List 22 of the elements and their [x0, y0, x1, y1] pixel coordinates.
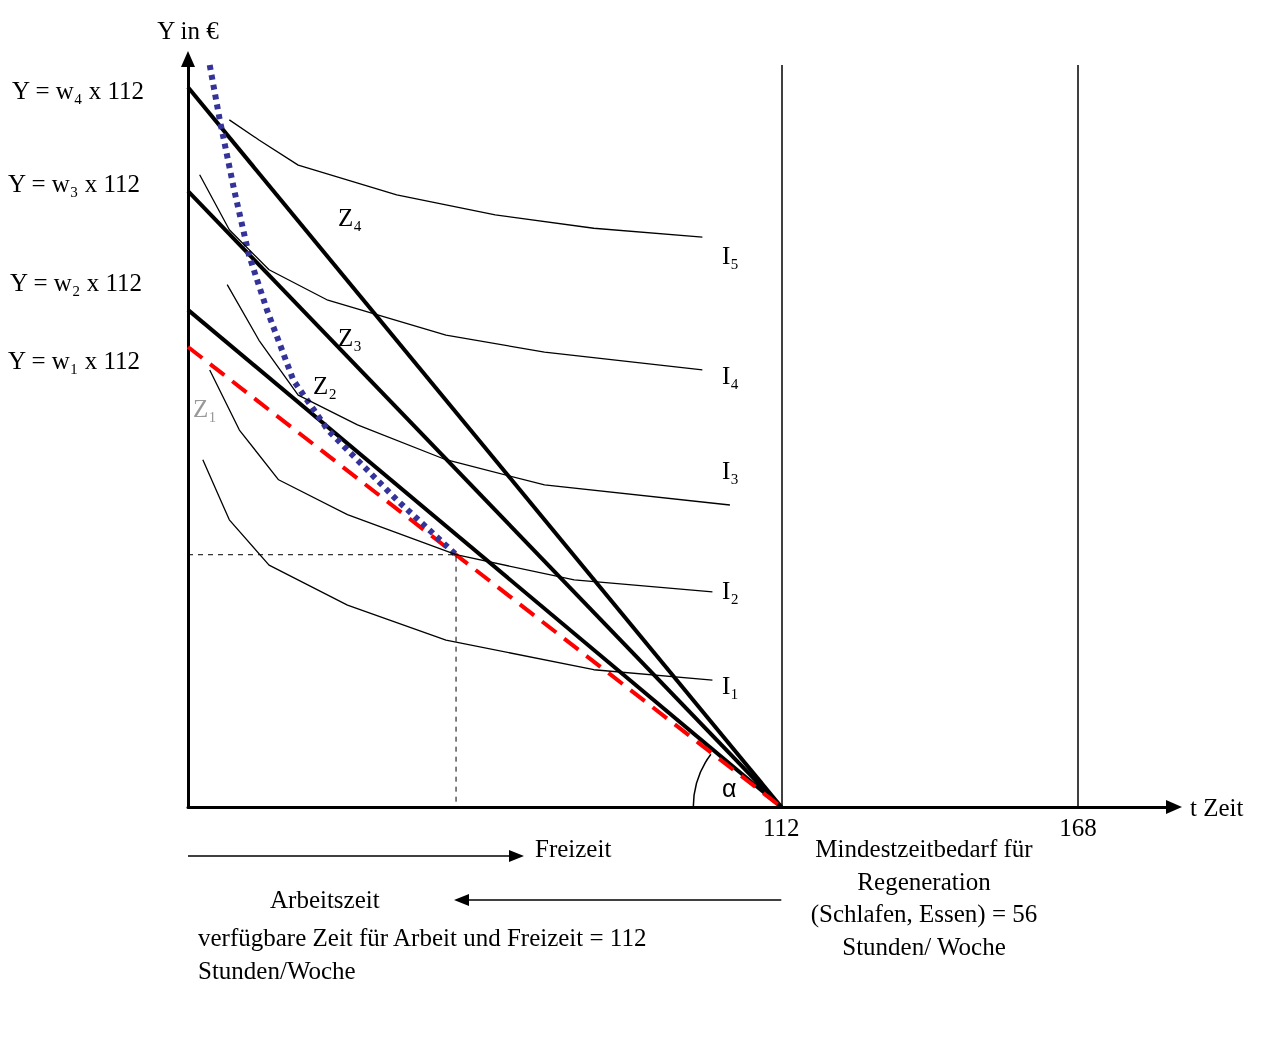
annotation: Z₃ — [338, 323, 362, 353]
text: Mindestzeitbedarf für Regeneration (Schlafen, Essen) = 56 Stunden/ Woche — [809, 834, 1039, 962]
annotation: Z₂ — [313, 371, 337, 401]
annotation: α — [722, 773, 737, 804]
annotation: Z₄ — [338, 203, 362, 233]
text: Y = w₄ x 112 — [12, 76, 145, 106]
text: Y = w₃ x 112 — [8, 169, 141, 199]
annotation: Z₁ — [193, 394, 217, 424]
y-axis-title: Y in € — [157, 17, 220, 44]
annotation: I₄ — [722, 361, 740, 391]
annotation: I₁ — [722, 671, 740, 701]
text: Freizeit — [535, 834, 612, 864]
annotation: I₅ — [722, 241, 740, 271]
x-tick-label: 168 — [1059, 814, 1097, 841]
text: Y = w₁ x 112 — [8, 346, 141, 376]
annotation: I₂ — [722, 576, 740, 606]
text: verfügbare Zeit für Arbeit und Freizeit = 112 Stunden/Woche — [198, 923, 648, 986]
x-tick-label: 112 — [763, 814, 800, 841]
annotation: I₃ — [722, 456, 740, 486]
text: Y = w₂ x 112 — [10, 268, 143, 298]
x-axis-title: t Zeit — [1190, 793, 1244, 821]
text: Arbeitszeit — [270, 885, 380, 915]
